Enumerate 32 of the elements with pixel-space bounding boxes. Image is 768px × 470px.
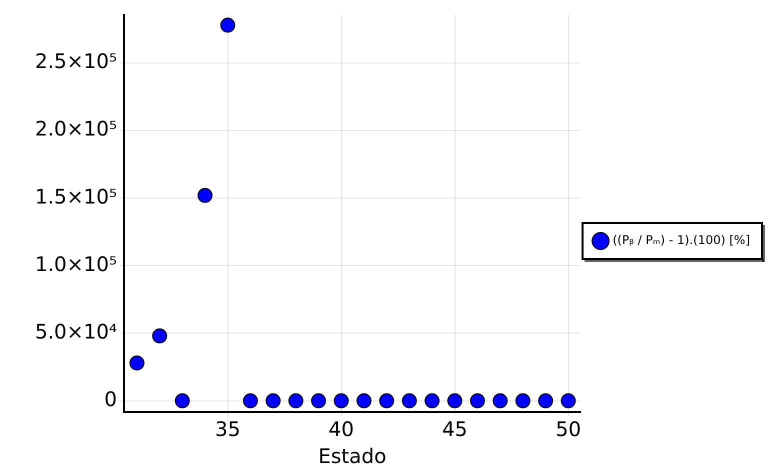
point — [152, 328, 168, 344]
x-axis-title: Estado — [318, 444, 386, 468]
x-tick-label: 35 — [215, 417, 240, 442]
point — [538, 393, 554, 408]
point — [356, 393, 372, 408]
point — [492, 393, 508, 408]
y-tick-label: 2.5×10⁵ — [34, 49, 117, 74]
point — [379, 393, 394, 408]
point — [447, 393, 462, 408]
point — [334, 393, 349, 408]
point — [242, 393, 258, 408]
point — [266, 393, 281, 408]
point — [198, 188, 213, 203]
point — [129, 355, 144, 370]
y-tick-label: 1.0×10⁵ — [34, 252, 117, 276]
point — [470, 393, 485, 408]
point — [424, 393, 440, 408]
x-tick-label: 45 — [442, 417, 468, 442]
y-tick-label: 5.0×10⁴ — [34, 319, 117, 344]
point — [402, 393, 417, 408]
legend-label: ((Pᵦ / Pₘ) - 1).(100) [%] — [612, 233, 750, 248]
point — [288, 393, 304, 408]
point — [174, 393, 190, 408]
point — [515, 393, 530, 408]
x-tick-label: 40 — [328, 417, 354, 442]
y-tick-label: 2.0×10⁵ — [34, 116, 117, 141]
point — [560, 393, 576, 408]
point — [311, 393, 326, 408]
x-tick-label: 50 — [556, 417, 582, 442]
point — [220, 18, 236, 33]
y-tick-label: 1.5×10⁵ — [34, 184, 117, 208]
y-tick-label: 0 — [104, 386, 117, 411]
